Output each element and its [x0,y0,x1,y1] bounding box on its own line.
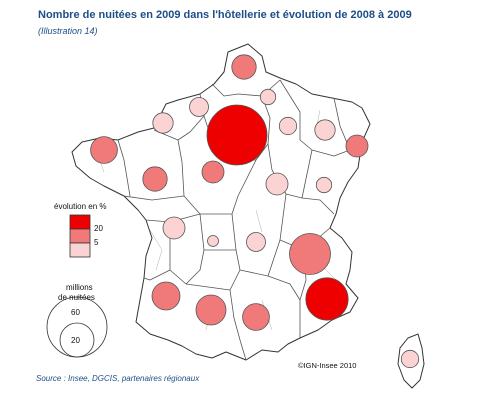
symbol-provence-alpes-cote-d-azur [305,277,349,321]
symbol-picardie [259,88,277,106]
symbol-corse [400,349,420,369]
symbol-bretagne [90,136,118,164]
symbol-ile-de-france [206,104,268,166]
boundary-line [143,269,171,281]
size-legend-label-20: 20 [71,336,80,345]
symbol-haute-normandie [189,97,209,117]
map-title: Nombre de nuitées en 2009 dans l'hôtelle… [38,9,412,21]
boundary-line [169,213,205,285]
legend-circle-60 [46,296,108,358]
region-symbols [90,54,420,369]
symbol-champagne-ardenne [278,116,298,136]
symbol-languedoc-roussillon [242,303,270,331]
symbol-rhone-alpes [289,233,331,275]
symbol-franche-comte [315,176,333,194]
boundary-line [149,229,163,271]
symbol-limousin [207,235,219,247]
boundary-line [117,139,131,197]
symbol-basse-normandie [152,112,174,134]
boundary-line [267,275,301,338]
boundary-line [229,289,247,361]
boundary-line [301,197,335,215]
color-legend-label-20: 20 [94,224,103,233]
symbol-bourgogne [265,172,289,196]
symbol-aquitaine [151,281,181,311]
map-credit: ©IGN-Insee 2010 [298,361,357,370]
symbol-lorraine [314,119,336,141]
legend-swatch-mid [69,228,91,244]
symbol-auvergne [246,232,266,252]
symbol-alsace [345,134,369,158]
symbol-poitou-charentes [162,216,186,240]
legend-circle-20 [59,322,95,358]
color-legend-label-5: 5 [94,238,99,247]
color-legend [69,214,91,258]
symbol-midi-pyrenees [195,294,227,326]
symbol-nord-pas-de-calais [231,54,257,80]
boundary-line [231,193,287,277]
size-legend [46,296,108,358]
legend-swatch-low [69,242,91,258]
boundary-line [123,195,185,201]
map-subtitle: (Illustration 14) [38,26,98,36]
source-note: Source : Insee, DGCIS, partenaires régio… [36,374,200,383]
size-legend-title-line2: de nuitées [58,293,95,302]
symbol-centre [201,160,225,184]
symbol-pays-de-la-loire [142,166,168,192]
color-legend-title: évolution en % [54,202,107,211]
size-legend-title-line1: millions [66,283,93,292]
size-legend-label-60: 60 [71,308,80,317]
boundary-line [255,209,263,233]
legend-swatch-high [69,214,91,230]
